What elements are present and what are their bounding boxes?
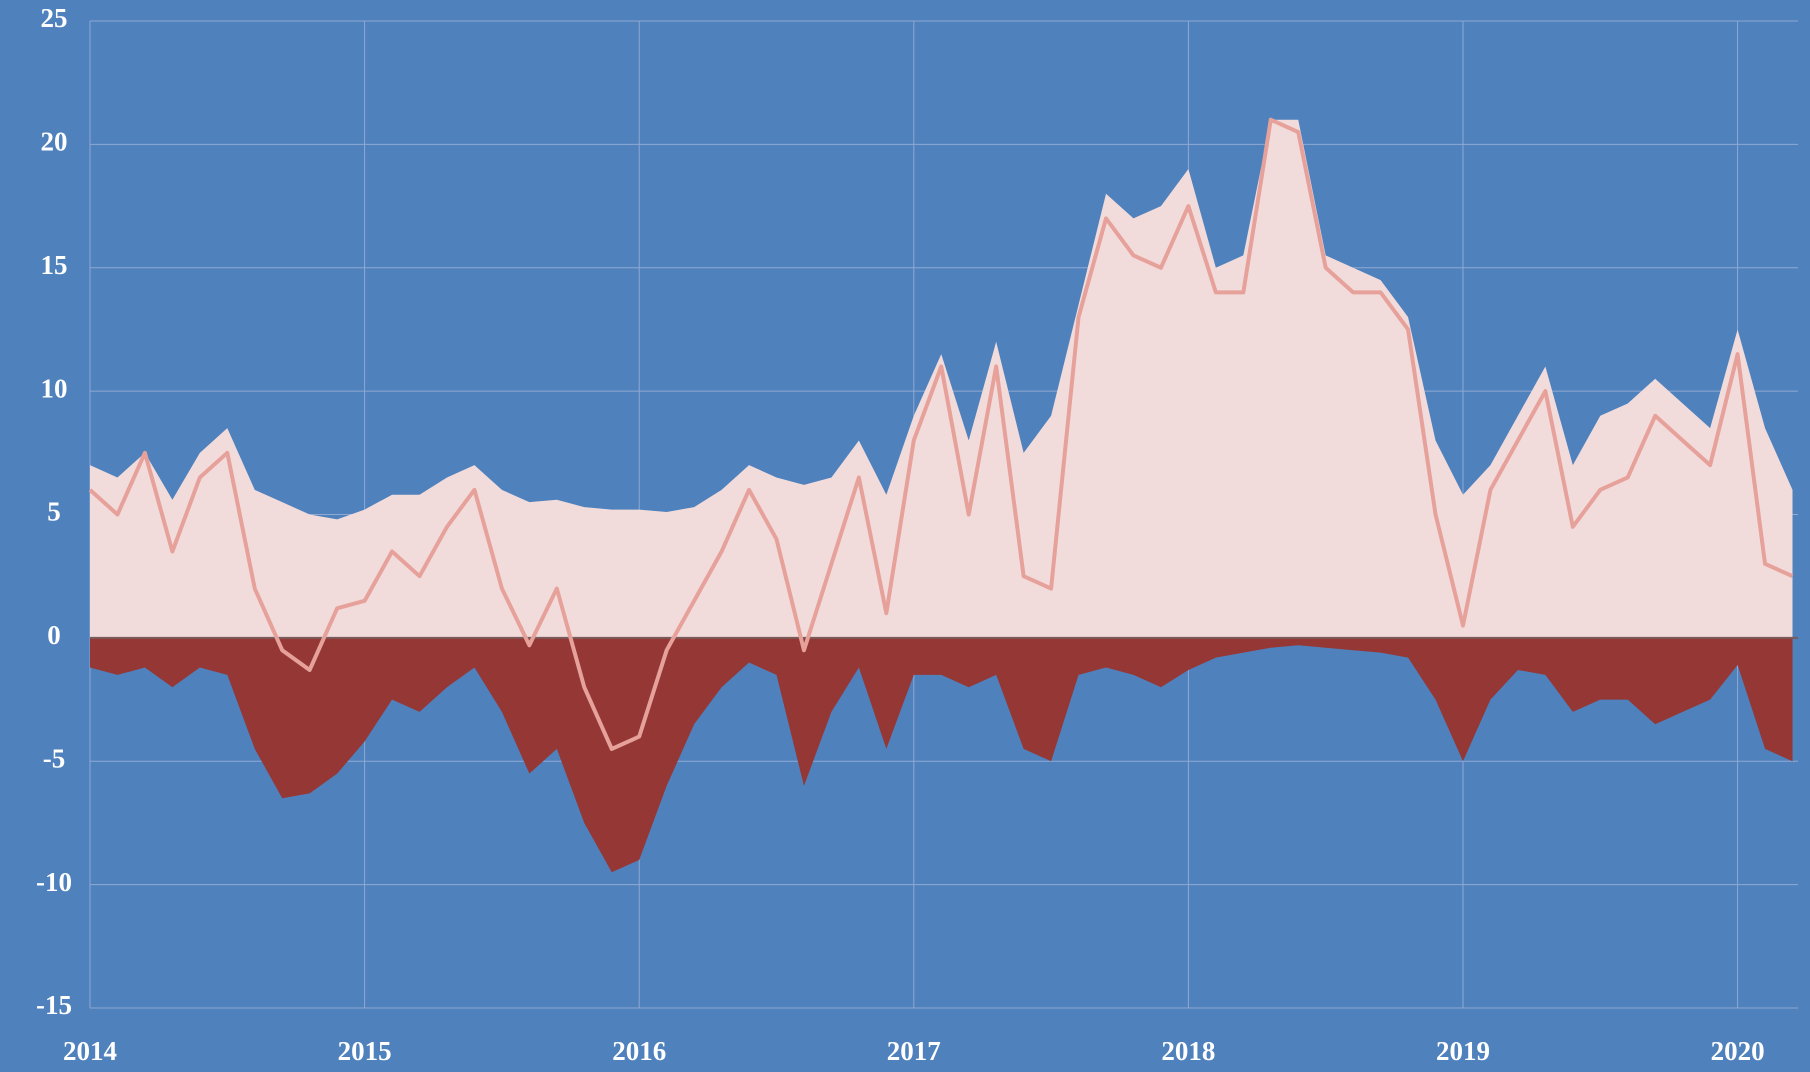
y-tick-label: 5 — [47, 497, 61, 527]
area — [90, 119, 1793, 638]
x-tick-label: 2016 — [612, 1036, 666, 1066]
area — [90, 637, 1793, 873]
y-tick-label: 15 — [41, 250, 68, 280]
y-tick-label: 25 — [41, 3, 68, 33]
x-tick-label: 2017 — [887, 1036, 941, 1066]
y-tick-label: -5 — [43, 743, 66, 773]
x-tick-label: 2018 — [1161, 1036, 1215, 1066]
x-tick-label: 2014 — [63, 1036, 117, 1066]
y-tick-label: 20 — [41, 127, 68, 157]
y-tick-label: 0 — [47, 620, 61, 650]
x-tick-label: 2019 — [1436, 1036, 1490, 1066]
x-tick-label: 2020 — [1711, 1036, 1765, 1066]
line — [88, 117, 1794, 751]
y-tick-label: 10 — [41, 373, 68, 403]
y-tick-label: -15 — [36, 990, 72, 1020]
x-tick-label: 2015 — [338, 1036, 392, 1066]
y-tick-label: -10 — [36, 867, 72, 897]
